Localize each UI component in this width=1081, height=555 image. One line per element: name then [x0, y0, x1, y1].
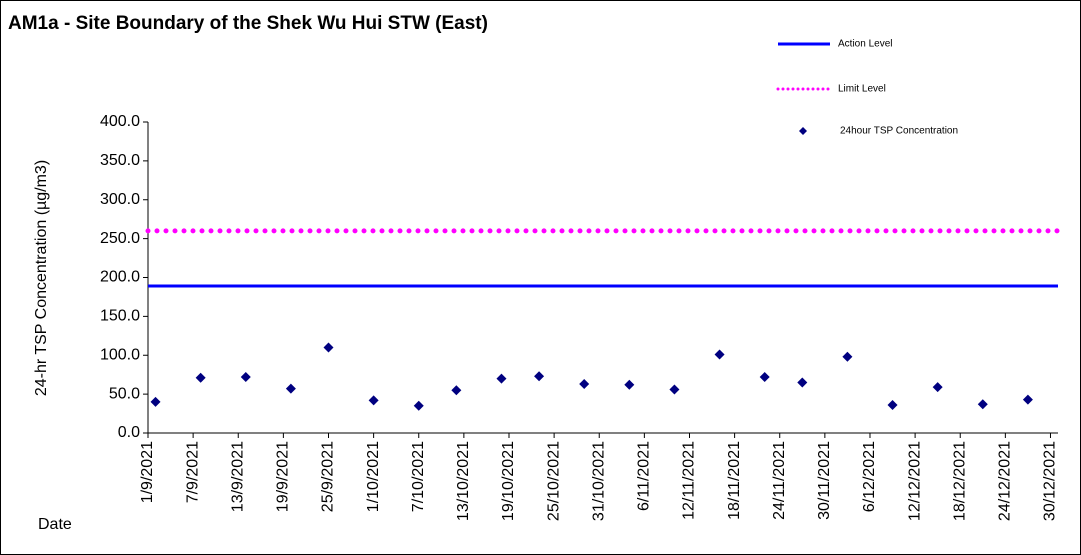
- data-point: [451, 385, 462, 396]
- y-tick-label: 50.0: [109, 385, 140, 402]
- x-tick-label: 30/11/2021: [816, 441, 833, 520]
- x-tick-label: 7/9/2021: [184, 441, 201, 503]
- data-point: [842, 351, 853, 362]
- x-tick-label: 19/9/2021: [275, 441, 292, 512]
- data-point: [240, 372, 251, 383]
- x-tick-label: 12/12/2021: [906, 441, 923, 521]
- x-tick-label: 19/10/2021: [500, 441, 517, 521]
- legend-label: 24hour TSP Concentration: [840, 126, 958, 137]
- data-point: [977, 399, 988, 410]
- legend-marker: [799, 127, 807, 135]
- data-point: [323, 342, 334, 353]
- x-tick-label: 6/12/2021: [861, 441, 878, 512]
- x-tick-label: 30/12/2021: [1042, 441, 1059, 521]
- y-tick-label: 0.0: [118, 424, 140, 441]
- y-axis-label: 24-hr TSP Concentration (µg/m3): [33, 160, 50, 396]
- y-tick-label: 350.0: [100, 152, 140, 169]
- x-tick-label: 13/9/2021: [229, 441, 246, 512]
- y-tick-label: 150.0: [100, 308, 140, 325]
- chart-title: AM1a - Site Boundary of the Shek Wu Hui …: [8, 13, 488, 34]
- y-tick-label: 250.0: [100, 230, 140, 247]
- data-point: [368, 395, 379, 406]
- data-point: [1022, 394, 1033, 405]
- x-tick-label: 25/9/2021: [320, 441, 337, 512]
- data-point: [669, 384, 680, 395]
- y-tick-label: 100.0: [100, 346, 140, 363]
- data-point: [285, 383, 296, 394]
- x-tick-label: 1/10/2021: [365, 441, 382, 512]
- data-point: [579, 379, 590, 390]
- data-point: [887, 400, 898, 411]
- x-tick-label: 24/11/2021: [771, 441, 788, 520]
- x-axis-label: Date: [38, 516, 72, 533]
- data-point: [195, 372, 206, 383]
- x-tick-label: 24/12/2021: [997, 441, 1014, 521]
- x-tick-label: 13/10/2021: [455, 441, 472, 521]
- x-tick-label: 18/12/2021: [951, 441, 968, 521]
- x-tick-label: 31/10/2021: [590, 441, 607, 521]
- data-point: [534, 371, 545, 382]
- data-point: [759, 372, 770, 383]
- legend-label: Limit Level: [838, 84, 886, 95]
- x-tick-label: 7/10/2021: [410, 441, 427, 512]
- data-point: [150, 396, 161, 407]
- y-tick-label: 300.0: [100, 191, 140, 208]
- x-tick-label: 25/10/2021: [545, 441, 562, 521]
- y-tick-label: 400.0: [100, 113, 140, 130]
- x-tick-label: 6/11/2021: [636, 441, 653, 511]
- data-point: [797, 377, 808, 388]
- x-tick-label: 1/9/2021: [139, 441, 156, 503]
- data-point: [413, 400, 424, 411]
- data-point: [624, 379, 635, 390]
- data-point: [496, 373, 507, 384]
- y-tick-label: 200.0: [100, 269, 140, 286]
- x-tick-label: 18/11/2021: [726, 441, 743, 520]
- x-tick-label: 12/11/2021: [681, 441, 698, 520]
- legend-label: Action Level: [838, 39, 892, 50]
- data-point: [932, 382, 943, 393]
- data-point: [714, 349, 725, 360]
